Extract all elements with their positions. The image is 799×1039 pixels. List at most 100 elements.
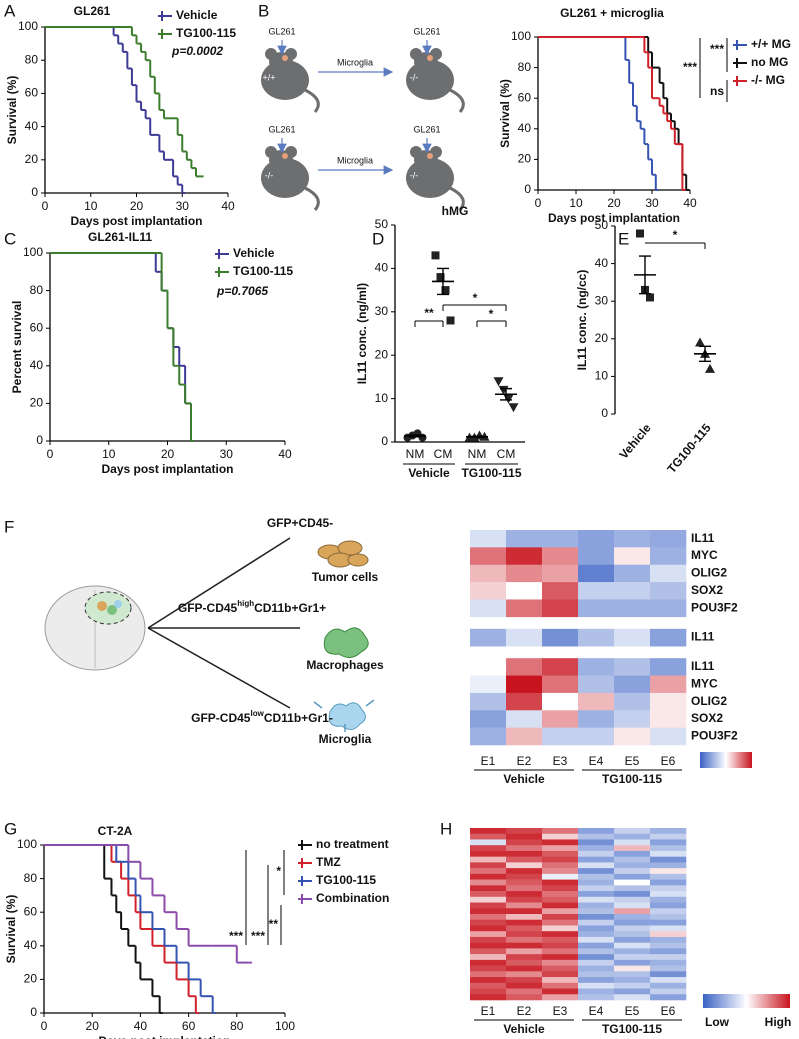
gene-label: SOX2 (691, 711, 723, 725)
genotype: -/- (410, 170, 419, 180)
heatmap-cell (578, 599, 615, 618)
heatmap-cell (470, 959, 507, 966)
heatmap-cell (578, 971, 615, 978)
heatmap-cell (470, 948, 507, 955)
heatmap-cell (506, 833, 543, 840)
column-label: E3 (553, 754, 568, 768)
heatmap-cell (542, 914, 579, 921)
dot (431, 251, 440, 260)
heatmap-cell (542, 965, 579, 972)
heatmap-cell (650, 850, 687, 857)
cell (97, 601, 107, 611)
group-label: TG100-115 (461, 466, 521, 480)
x-tick-label: 10 (84, 199, 98, 213)
y-tick-label: 100 (23, 245, 43, 259)
heatmap-cell (578, 919, 615, 926)
heatmap-cell (542, 856, 579, 863)
heatmap-cell (614, 959, 651, 966)
column-group-label: TG100-115 (602, 772, 662, 786)
sem-bar (639, 255, 651, 295)
legend-label: -/- MG (751, 73, 785, 87)
heatmap-cell (542, 936, 579, 943)
heatmap-cell (506, 977, 543, 984)
sem-bar (471, 435, 483, 438)
heatmap-cell (542, 931, 579, 938)
heatmap-cell (542, 919, 579, 926)
heatmap-cell (650, 942, 687, 949)
heatmap-cell (578, 948, 615, 955)
heatmap-cell (470, 936, 507, 943)
y-tick-label: 0 (381, 434, 388, 448)
y-tick-label: 80 (518, 60, 532, 74)
dot (705, 363, 715, 373)
heatmap-cell (506, 988, 543, 995)
y-tick-label: 100 (18, 19, 38, 33)
heatmap-cell (542, 942, 579, 949)
y-tick-label: 50 (595, 218, 609, 232)
y-tick-label: 20 (24, 972, 38, 986)
heatmap-cell (542, 977, 579, 984)
column-label: E1 (481, 754, 496, 768)
x-tick-label: 40 (278, 447, 292, 461)
heatmap-cell (506, 845, 543, 852)
heatmap-cell (506, 856, 543, 863)
dot (508, 403, 519, 413)
heatmap-cell (470, 845, 507, 852)
transfer-arrows (277, 40, 432, 175)
y-tick-label: 0 (36, 433, 43, 447)
x-axis-label: Days post implantation (70, 214, 202, 228)
heatmap-cell (614, 530, 651, 548)
y-axis-label: Survival (%) (4, 895, 18, 964)
heatmap-cell (614, 628, 651, 647)
heatmap-cell (614, 988, 651, 995)
y-tick-label: 0 (601, 406, 608, 420)
heatmap-cell (614, 948, 651, 955)
heatmap-cell (470, 839, 507, 846)
heatmap-cell (650, 727, 687, 746)
gate-part: high (237, 599, 254, 608)
heatmap-cell (542, 954, 579, 961)
gene-label: POU3F2 (691, 600, 738, 614)
heatmap-cell (614, 850, 651, 857)
legend-label: +/+ MG (751, 37, 791, 51)
heatmap-cell (506, 868, 543, 875)
y-tick-label: 100 (511, 29, 531, 43)
heatmap-cell (578, 856, 615, 863)
heatmap-cell (614, 599, 651, 618)
y-tick-label: 0 (524, 182, 531, 196)
cell (114, 600, 122, 608)
heatmap-cell (470, 675, 507, 694)
heatmap-cell (614, 868, 651, 875)
heatmap-cell (578, 692, 615, 711)
heatmap-cell (614, 965, 651, 972)
x-tick-label: 20 (607, 196, 621, 210)
cell-type-label: Macrophages (306, 658, 384, 672)
group-label: Vehicle (408, 466, 450, 480)
heatmap-cell (470, 965, 507, 972)
heatmap-cell (542, 828, 579, 835)
heatmap-cell (614, 675, 651, 694)
heatmap-cell (578, 959, 615, 966)
legend-label: Combination (316, 891, 389, 905)
heatmap-cell (470, 879, 507, 886)
heatmap-cell (650, 530, 687, 548)
column-group-label: TG100-115 (602, 1022, 662, 1036)
heatmap-cell (578, 582, 615, 600)
heatmap-cell (650, 628, 687, 647)
heatmap-cell (506, 658, 543, 676)
x-tick-label: 40 (221, 199, 235, 213)
heatmap-cell (650, 868, 687, 875)
y-tick-label: 80 (24, 871, 38, 885)
heatmap-cell (506, 982, 543, 989)
gene-label: IL11 (691, 659, 715, 673)
heatmap-cell (650, 977, 687, 984)
significance-label: *** (683, 60, 697, 74)
heatmap-cell (578, 885, 615, 892)
heatmap-cell (542, 959, 579, 966)
heatmap-cell (506, 675, 543, 694)
category-label: NM (406, 447, 425, 461)
column-label: E6 (661, 1004, 676, 1018)
heatmap-cell (614, 547, 651, 566)
heatmap-cell (506, 692, 543, 711)
heatmap-cell (578, 862, 615, 869)
